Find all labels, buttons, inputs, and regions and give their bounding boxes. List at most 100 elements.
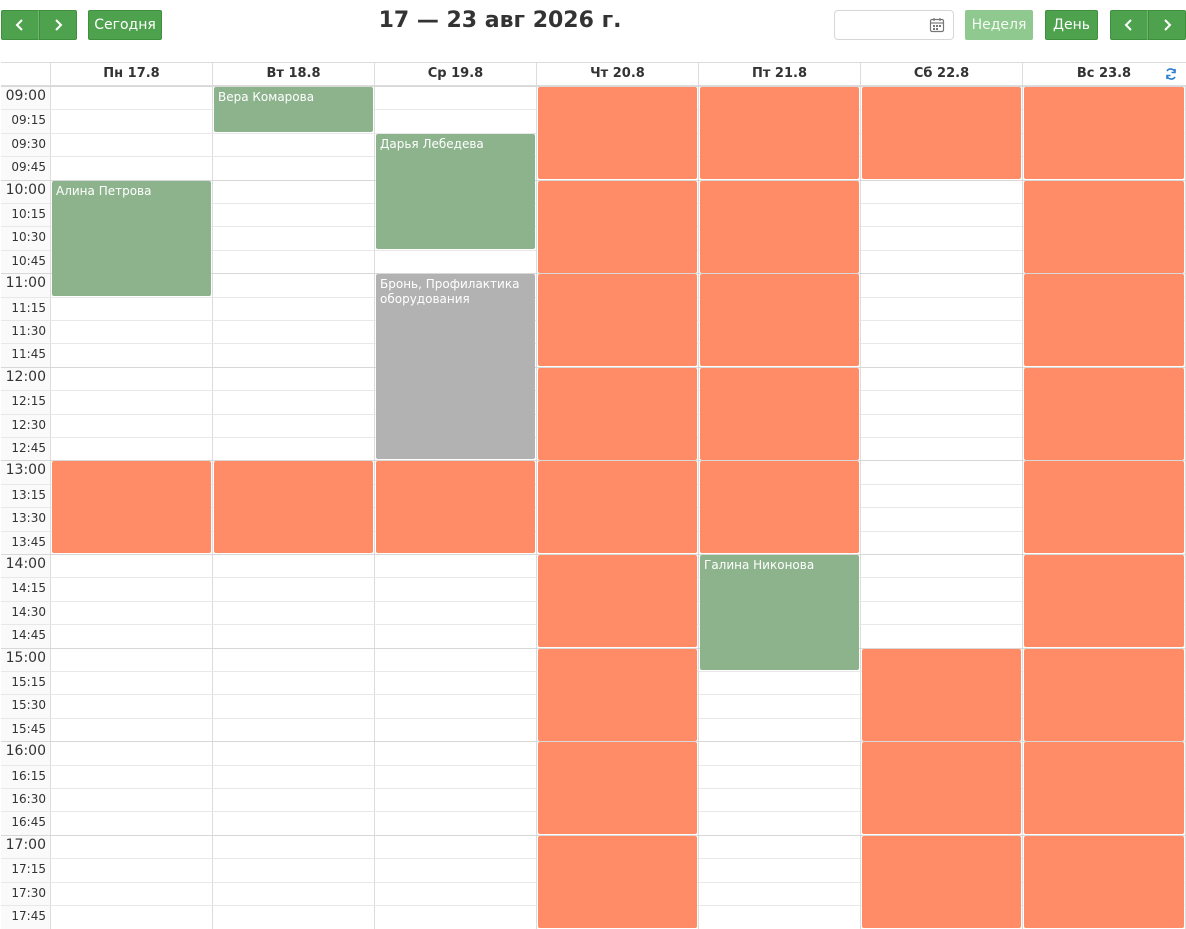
unavailable-slot[interactable]	[538, 274, 697, 366]
time-label: 10:15	[11, 207, 46, 221]
time-label: 13:45	[11, 535, 46, 549]
event-title: Алина Петрова	[56, 184, 152, 198]
unavailable-slot[interactable]	[376, 461, 535, 553]
next-week-button[interactable]	[39, 10, 77, 40]
calendar-icon[interactable]	[929, 17, 945, 33]
unavailable-slot[interactable]	[538, 87, 697, 179]
time-label: 09:00	[5, 88, 46, 104]
sync-icon[interactable]	[1164, 67, 1178, 81]
unavailable-slot[interactable]	[862, 742, 1021, 834]
unavailable-slot[interactable]	[52, 461, 211, 553]
time-label: 17:15	[11, 862, 46, 876]
unavailable-slot[interactable]	[538, 742, 697, 834]
unavailable-slot[interactable]	[700, 87, 859, 179]
unavailable-slot[interactable]	[214, 461, 373, 553]
unavailable-slot[interactable]	[1024, 368, 1184, 460]
date-picker-input[interactable]	[834, 10, 954, 40]
unavailable-slot[interactable]	[700, 274, 859, 366]
unavailable-slot[interactable]	[700, 181, 859, 273]
page-title: 17 — 23 авг 2026 г.	[378, 8, 622, 33]
unavailable-slot[interactable]	[538, 181, 697, 273]
day-view-button[interactable]: День	[1045, 10, 1098, 40]
day-header[interactable]: Вс 23.8	[1022, 63, 1185, 86]
time-label: 12:00	[5, 369, 46, 385]
reserved-event[interactable]: Бронь, Профилактика оборудования	[376, 274, 535, 459]
time-label: 14:30	[11, 605, 46, 619]
time-label: 12:30	[11, 418, 46, 432]
unavailable-slot[interactable]	[1024, 649, 1184, 741]
time-label: 17:00	[5, 837, 46, 853]
time-label: 16:30	[11, 792, 46, 806]
time-label: 10:30	[11, 230, 46, 244]
slot-divider	[1, 741, 1186, 742]
week-view-button[interactable]: Неделя	[965, 10, 1033, 40]
time-label: 13:15	[11, 488, 46, 502]
time-label: 10:45	[11, 254, 46, 268]
slot-divider	[1, 180, 1186, 181]
day-header[interactable]: Сб 22.8	[860, 63, 1022, 86]
unavailable-slot[interactable]	[538, 836, 697, 928]
time-label: 15:45	[11, 722, 46, 736]
event-title: Вера Комарова	[218, 90, 315, 104]
next-period-button[interactable]	[1148, 10, 1186, 40]
day-header[interactable]: Ср 19.8	[374, 63, 536, 86]
unavailable-slot[interactable]	[1024, 181, 1184, 273]
day-header[interactable]: Вт 18.8	[212, 63, 374, 86]
unavailable-slot[interactable]	[1024, 742, 1184, 834]
unavailable-slot[interactable]	[1024, 555, 1184, 647]
week-calendar: Пн 17.8 Вт 18.8 Ср 19.8 Чт 20.8 Пт 21.8 Сб 22…	[1, 62, 1186, 929]
calendar-toolbar: Сегодня 17 — 23 авг 2026 г. Неделя День	[0, 0, 1186, 62]
prev-next-group	[1, 10, 77, 40]
unavailable-slot[interactable]	[538, 368, 697, 460]
day-header[interactable]: Пн 17.8	[50, 63, 212, 86]
time-label: 13:00	[5, 462, 46, 478]
time-label: 17:45	[11, 909, 46, 923]
unavailable-slot[interactable]	[1024, 87, 1184, 179]
unavailable-slot[interactable]	[700, 368, 859, 460]
event-title: Галина Никонова	[704, 558, 815, 572]
prev-period-button[interactable]	[1110, 10, 1148, 40]
slot-divider	[1, 86, 1186, 87]
time-label: 12:45	[11, 441, 46, 455]
time-label: 09:15	[11, 113, 46, 127]
day-header[interactable]: Пт 21.8	[698, 63, 860, 86]
unavailable-slot[interactable]	[862, 87, 1021, 179]
time-label: 17:30	[11, 886, 46, 900]
day-header[interactable]: Чт 20.8	[536, 63, 698, 86]
time-label: 15:15	[11, 675, 46, 689]
unavailable-slot[interactable]	[1024, 274, 1184, 366]
appointment-event[interactable]: Вера Комарова	[214, 87, 373, 132]
event-title: Бронь, Профилактика оборудования	[380, 277, 520, 306]
time-label: 14:15	[11, 581, 46, 595]
time-label: 13:30	[11, 511, 46, 525]
today-button[interactable]: Сегодня	[88, 10, 162, 40]
time-label: 16:45	[11, 815, 46, 829]
time-label: 11:30	[11, 324, 46, 338]
unavailable-slot[interactable]	[1024, 836, 1184, 928]
time-label: 11:00	[5, 275, 46, 291]
unavailable-slot[interactable]	[862, 836, 1021, 928]
chevron-left-icon	[1124, 19, 1132, 31]
unavailable-slot[interactable]	[1024, 461, 1184, 553]
unavailable-slot[interactable]	[538, 649, 697, 741]
unavailable-slot[interactable]	[862, 649, 1021, 741]
slot-divider	[1, 460, 1186, 461]
unavailable-slot[interactable]	[538, 555, 697, 647]
time-label: 12:15	[11, 394, 46, 408]
unavailable-slot[interactable]	[538, 461, 697, 553]
prev-week-button[interactable]	[1, 10, 39, 40]
appointment-event[interactable]: Алина Петрова	[52, 181, 211, 296]
day-header-row: Пн 17.8 Вт 18.8 Ср 19.8 Чт 20.8 Пт 21.8 Сб 22…	[1, 62, 1186, 86]
chevron-right-icon	[1164, 19, 1172, 31]
slot-divider	[1, 835, 1186, 836]
time-label: 09:45	[11, 160, 46, 174]
appointment-event[interactable]: Дарья Лебедева	[376, 134, 535, 249]
slot-divider	[1, 648, 1186, 649]
time-label: 15:30	[11, 698, 46, 712]
calendar-body: 09:00 09:15 09:30 09:45 10:00 10:15 10:30 10:45…	[1, 86, 1186, 929]
event-title: Дарья Лебедева	[380, 137, 484, 151]
view-prev-next-group	[1110, 10, 1186, 40]
time-label: 14:00	[5, 556, 46, 572]
unavailable-slot[interactable]	[700, 461, 859, 553]
appointment-event[interactable]: Галина Никонова	[700, 555, 859, 670]
